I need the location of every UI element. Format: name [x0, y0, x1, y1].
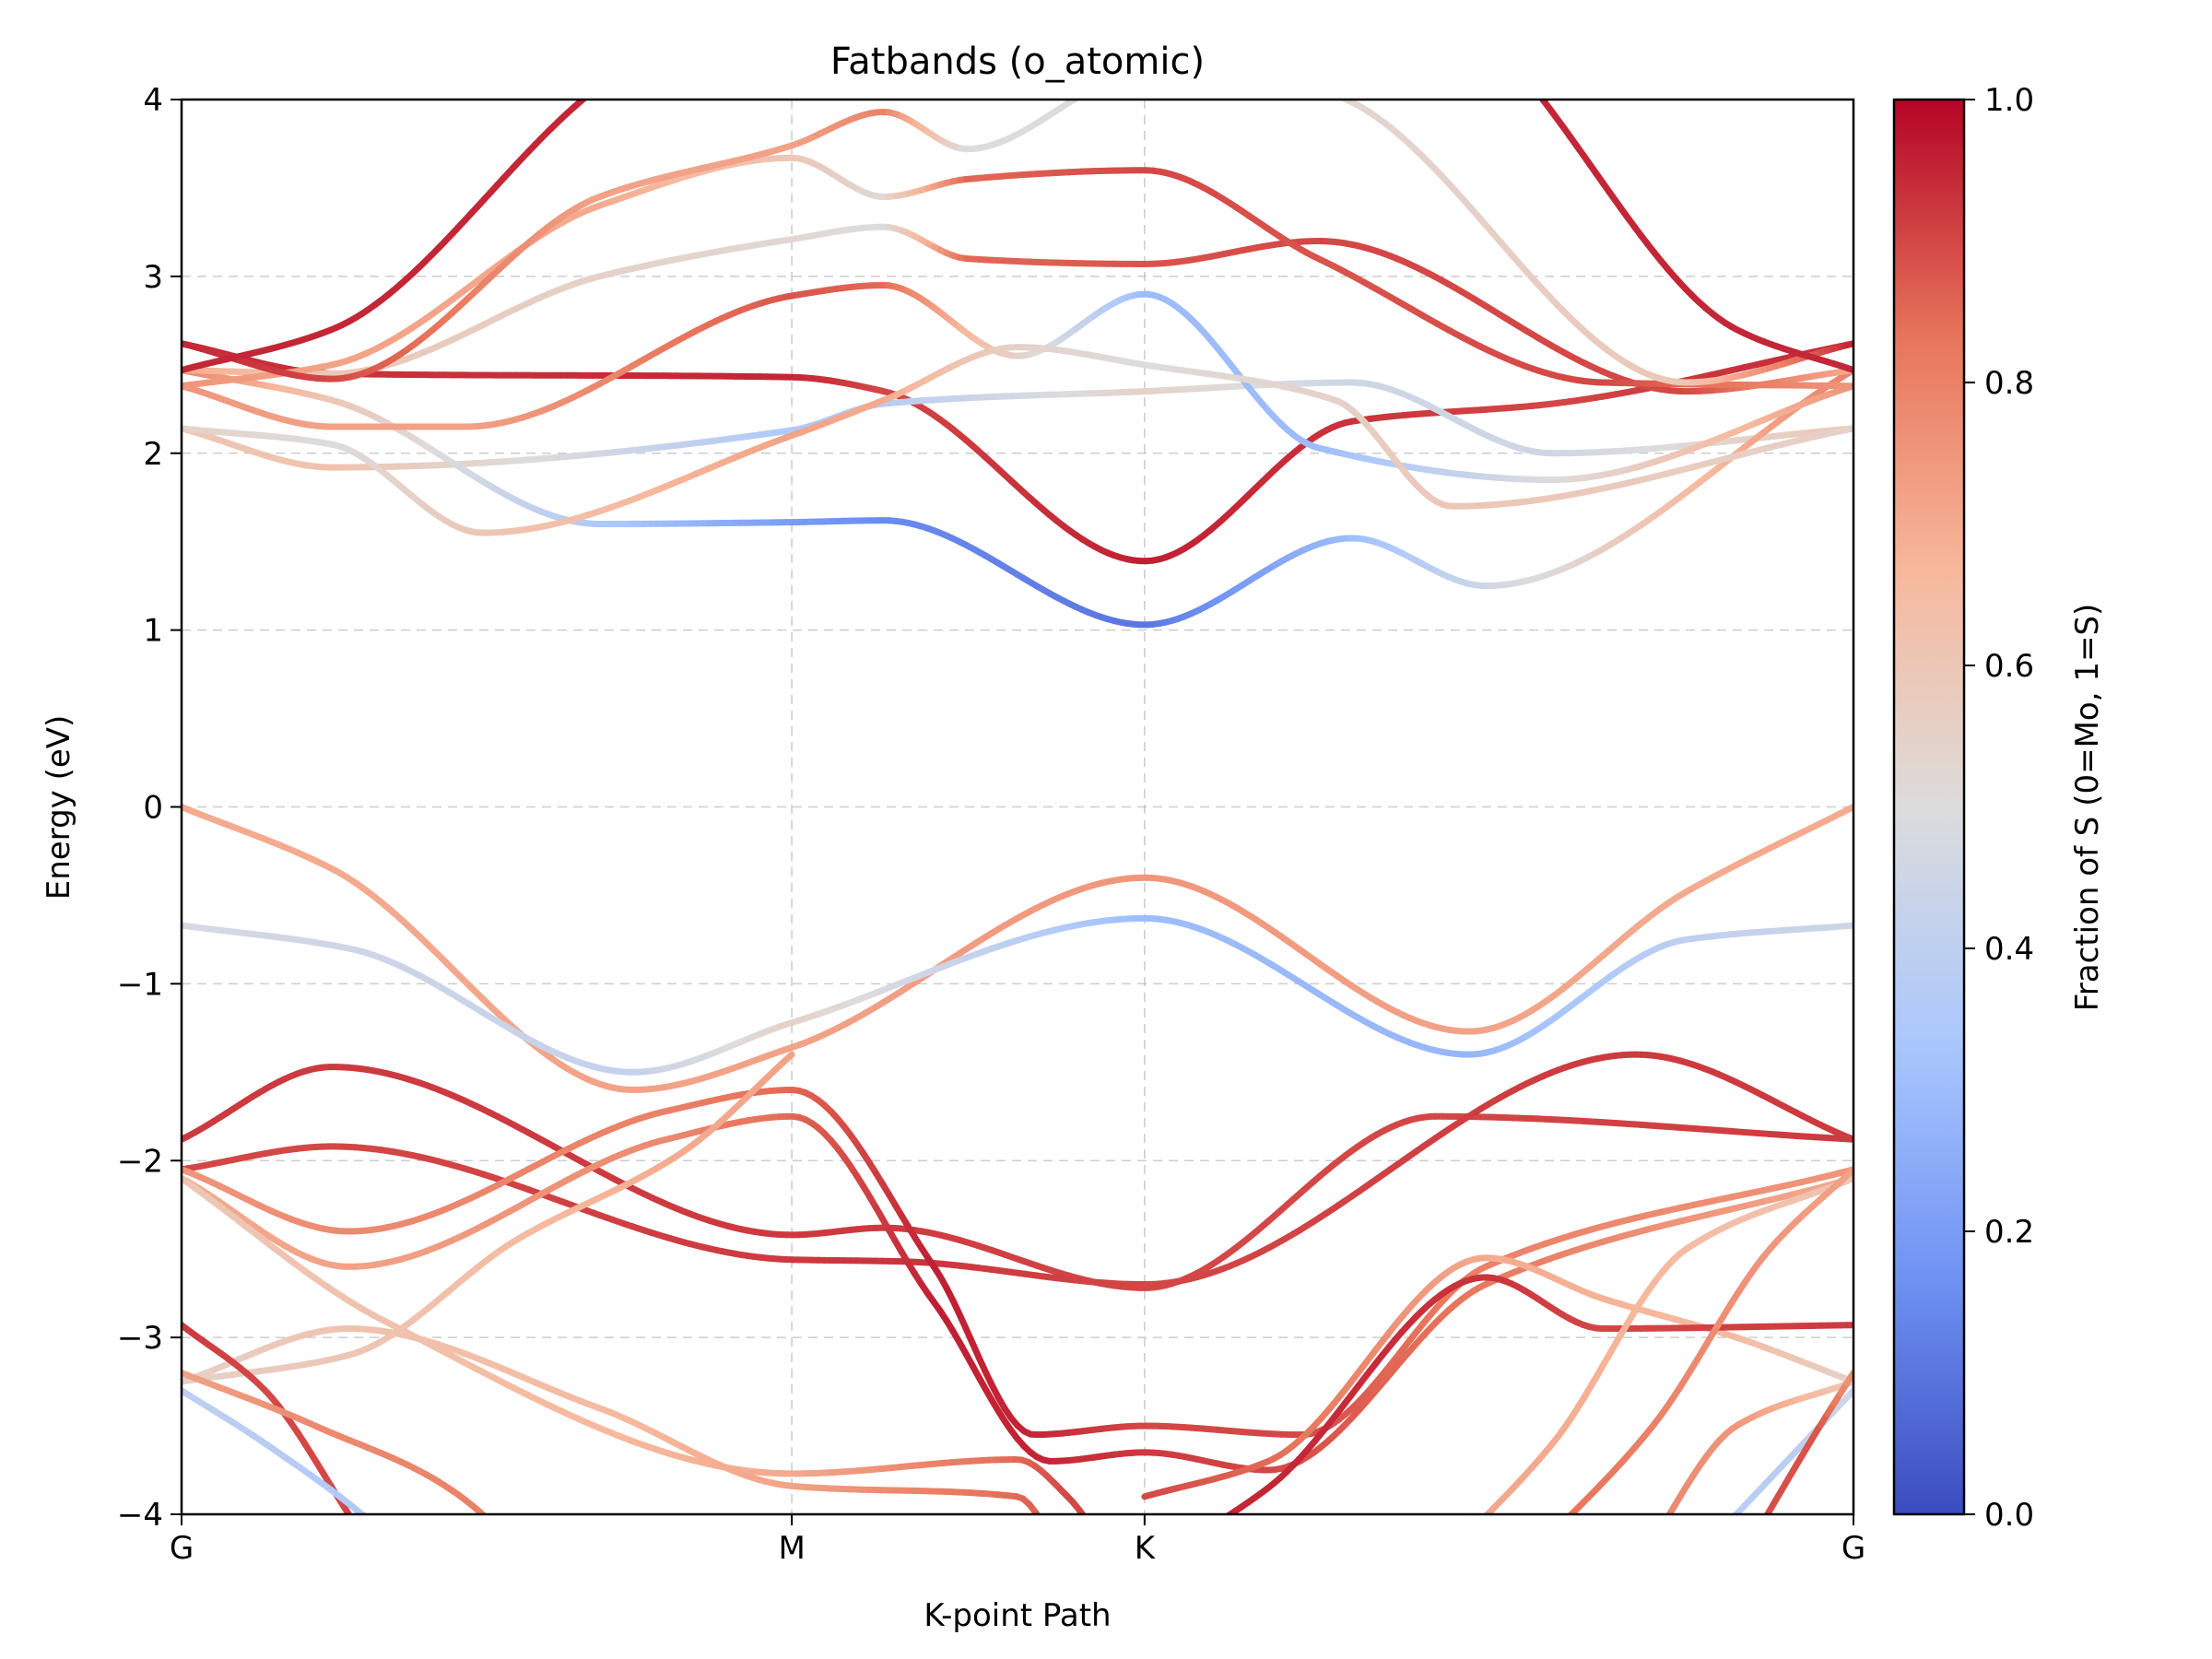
- y-tick-label: 3: [143, 259, 163, 296]
- band-lines: [182, 100, 1853, 1514]
- y-tick-label: −3: [117, 1320, 163, 1357]
- band-series: [182, 1064, 1853, 1291]
- y-tick-label: −2: [117, 1143, 163, 1180]
- y-axis-label: Energy (eV): [41, 715, 77, 900]
- x-tick-label: G: [1841, 1530, 1865, 1567]
- y-tick-label: −1: [117, 966, 163, 1003]
- band-series: [182, 804, 1853, 1093]
- colorbar-tick-label: 0.2: [1984, 1214, 2034, 1251]
- band-series: [182, 223, 1853, 395]
- y-tick-label: −4: [117, 1497, 163, 1534]
- colorbar-tick-label: 0.8: [1984, 365, 2034, 402]
- band-series: [182, 1322, 353, 1514]
- colorbar-tick-label: 0.6: [1984, 648, 2034, 685]
- band-series: [182, 100, 1853, 386]
- colorbar-tick-label: 0.0: [1984, 1497, 2034, 1534]
- band-series: [182, 1087, 1853, 1439]
- colorbar-tick-label: 1.0: [1984, 82, 2034, 119]
- grid-lines: [182, 100, 1853, 1514]
- band-series: [182, 281, 1853, 484]
- colorbar-label: Fraction of S (0=Mo, 1=S): [2069, 604, 2106, 1012]
- colorbar-tick-label: 0.4: [1984, 931, 2034, 968]
- band-series: [182, 1112, 1853, 1474]
- x-tick-label: G: [170, 1530, 194, 1567]
- y-tick-label: 4: [143, 82, 163, 119]
- band-series: [1483, 1174, 1853, 1514]
- x-axis-label: K-point Path: [924, 1597, 1111, 1634]
- colorbar: [1892, 98, 1966, 1516]
- band-series: [182, 100, 1853, 374]
- y-tick-label: 2: [143, 436, 163, 473]
- y-tick-label: 0: [143, 790, 163, 827]
- band-series: [182, 1370, 488, 1514]
- band-series: [182, 1051, 1853, 1288]
- band-series: [182, 367, 1853, 629]
- band-series: [182, 914, 1853, 1076]
- band-series: [1567, 1166, 1853, 1514]
- band-series: [182, 1325, 1041, 1514]
- band-series: [1141, 1254, 1853, 1500]
- x-tick-label: M: [778, 1530, 805, 1567]
- y-axis: −4 −3 −2 −1 0 1 2 3 4: [117, 82, 182, 1534]
- colorbar-axis: 0.0 0.2 0.4 0.6 0.8 1.0: [1964, 82, 2034, 1534]
- x-tick-label: K: [1135, 1530, 1157, 1567]
- chart-title: Fatbands (o_atomic): [830, 41, 1205, 83]
- band-series: [182, 1387, 368, 1514]
- band-series: [182, 344, 1853, 536]
- band-series: [1224, 1274, 1853, 1514]
- y-tick-label: 1: [143, 613, 163, 650]
